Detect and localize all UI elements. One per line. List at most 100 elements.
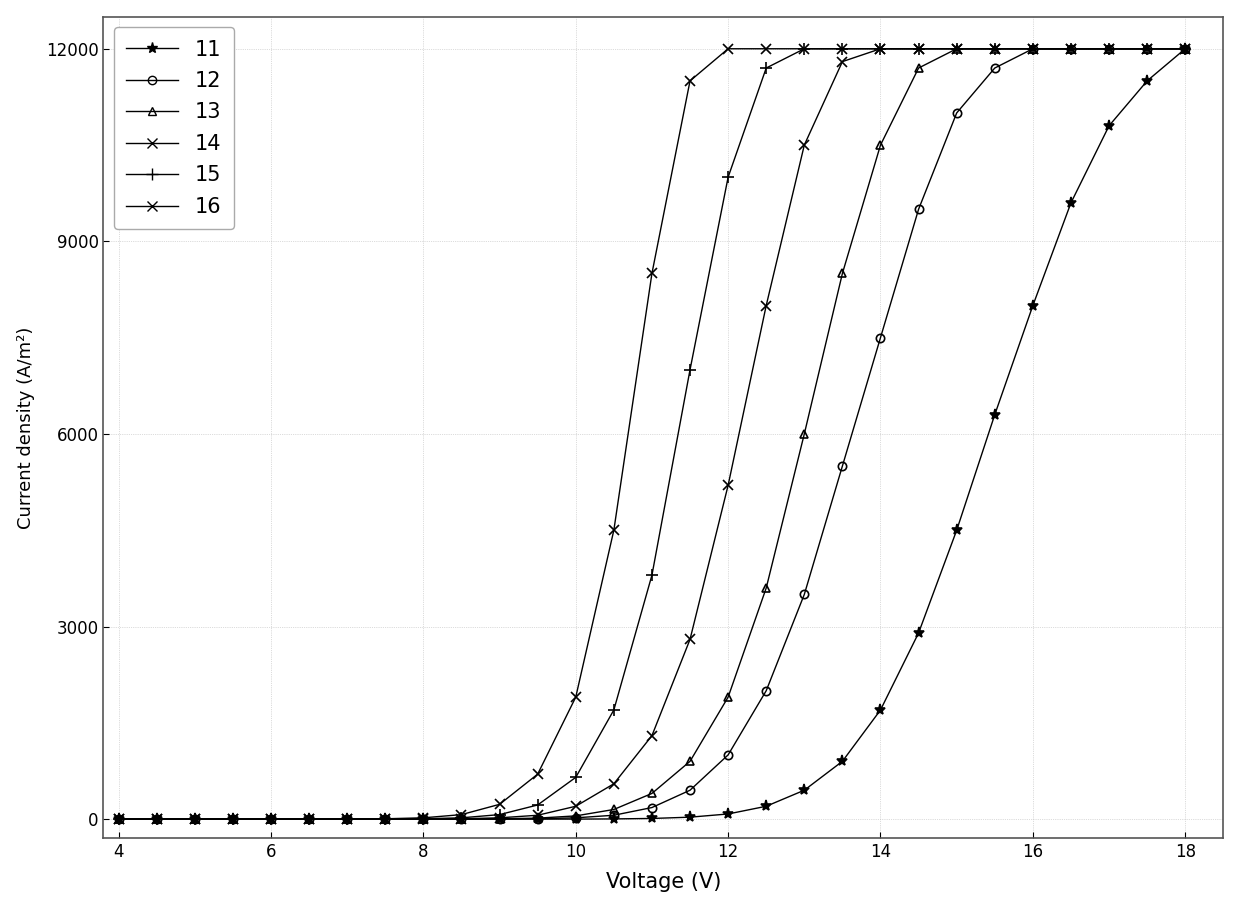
13 (340, 814, 355, 824)
12 (682, 784, 697, 795)
13 (1101, 44, 1116, 55)
16 (1064, 44, 1079, 55)
13 (911, 63, 926, 74)
12 (1025, 44, 1040, 55)
13 (1140, 44, 1154, 55)
15 (835, 44, 849, 55)
14 (492, 813, 507, 824)
14 (1140, 44, 1154, 55)
15 (1140, 44, 1154, 55)
13 (682, 756, 697, 767)
11 (1140, 75, 1154, 86)
11 (987, 409, 1002, 420)
14 (1064, 44, 1079, 55)
16 (112, 814, 126, 824)
13 (415, 814, 430, 824)
16 (531, 769, 546, 780)
16 (454, 809, 469, 820)
12 (112, 814, 126, 824)
11 (454, 814, 469, 824)
14 (264, 814, 279, 824)
14 (797, 140, 812, 151)
16 (759, 44, 774, 55)
16 (911, 44, 926, 55)
12 (606, 810, 621, 821)
12 (531, 814, 546, 824)
16 (226, 814, 241, 824)
12 (645, 802, 660, 813)
11 (1025, 300, 1040, 311)
13 (492, 814, 507, 824)
12 (873, 332, 888, 343)
14 (606, 778, 621, 789)
13 (873, 140, 888, 151)
Y-axis label: Current density (A/m²): Current density (A/m²) (16, 326, 35, 529)
Legend: 11, 12, 13, 14, 15, 16: 11, 12, 13, 14, 15, 16 (114, 27, 234, 229)
15 (226, 814, 241, 824)
15 (987, 44, 1002, 55)
13 (1025, 44, 1040, 55)
15 (720, 172, 735, 183)
15 (454, 813, 469, 824)
16 (492, 799, 507, 810)
X-axis label: Voltage (V): Voltage (V) (605, 873, 720, 893)
Line: 13: 13 (114, 45, 1189, 824)
16 (187, 814, 202, 824)
12 (835, 461, 849, 472)
12 (911, 204, 926, 215)
11 (911, 627, 926, 638)
12 (492, 814, 507, 824)
11 (1101, 120, 1116, 131)
14 (911, 44, 926, 55)
12 (950, 107, 965, 118)
15 (415, 814, 430, 824)
16 (340, 814, 355, 824)
16 (568, 692, 583, 703)
14 (149, 814, 164, 824)
12 (378, 814, 393, 824)
16 (987, 44, 1002, 55)
14 (568, 801, 583, 812)
11 (112, 814, 126, 824)
14 (1178, 44, 1193, 55)
14 (645, 730, 660, 741)
15 (1064, 44, 1079, 55)
15 (645, 570, 660, 581)
11 (415, 814, 430, 824)
12 (340, 814, 355, 824)
15 (1025, 44, 1040, 55)
12 (568, 813, 583, 824)
16 (415, 813, 430, 824)
11 (301, 814, 316, 824)
14 (720, 480, 735, 491)
13 (187, 814, 202, 824)
11 (340, 814, 355, 824)
12 (797, 589, 812, 600)
16 (950, 44, 965, 55)
16 (1101, 44, 1116, 55)
14 (1025, 44, 1040, 55)
12 (415, 814, 430, 824)
12 (1101, 44, 1116, 55)
11 (873, 704, 888, 715)
11 (187, 814, 202, 824)
13 (264, 814, 279, 824)
Line: 16: 16 (114, 44, 1190, 824)
12 (1064, 44, 1079, 55)
Line: 12: 12 (114, 45, 1189, 824)
13 (606, 804, 621, 815)
16 (1178, 44, 1193, 55)
11 (1178, 44, 1193, 55)
16 (682, 75, 697, 86)
13 (1178, 44, 1193, 55)
16 (873, 44, 888, 55)
15 (301, 814, 316, 824)
15 (149, 814, 164, 824)
Line: 11: 11 (113, 44, 1190, 824)
13 (835, 268, 849, 279)
15 (492, 809, 507, 820)
14 (1101, 44, 1116, 55)
14 (950, 44, 965, 55)
13 (378, 814, 393, 824)
15 (950, 44, 965, 55)
